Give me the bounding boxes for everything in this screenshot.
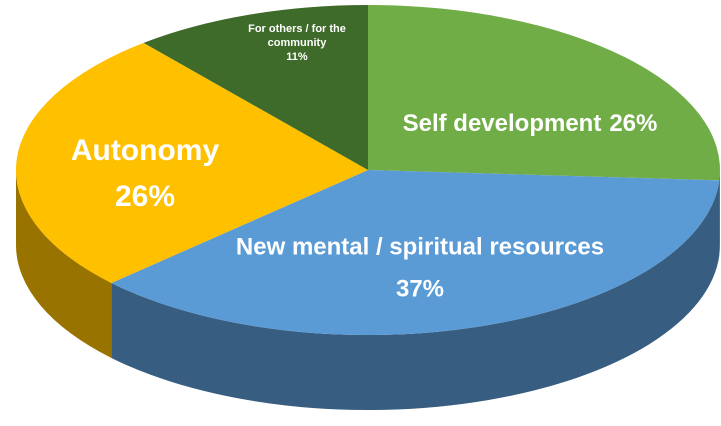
category-label: Self development xyxy=(403,110,602,137)
slice-label: Self development 26% xyxy=(403,110,658,137)
category-label: For others / for the community xyxy=(248,23,346,49)
slice-side xyxy=(16,170,112,358)
value-label: 26% xyxy=(609,110,657,137)
category-label: New mental / spiritual resources xyxy=(236,233,604,260)
value-label: 26% xyxy=(115,180,175,213)
value-label: 37% xyxy=(396,275,444,302)
category-label: Autonomy xyxy=(71,134,220,167)
slice-label: For others / for the community 11% xyxy=(232,22,362,64)
slice xyxy=(143,5,368,170)
slice-side xyxy=(111,180,720,411)
slice xyxy=(15,42,369,283)
value-label: 11% xyxy=(286,51,308,63)
slice-side xyxy=(719,170,720,256)
slice xyxy=(368,5,720,181)
slice xyxy=(111,170,720,336)
